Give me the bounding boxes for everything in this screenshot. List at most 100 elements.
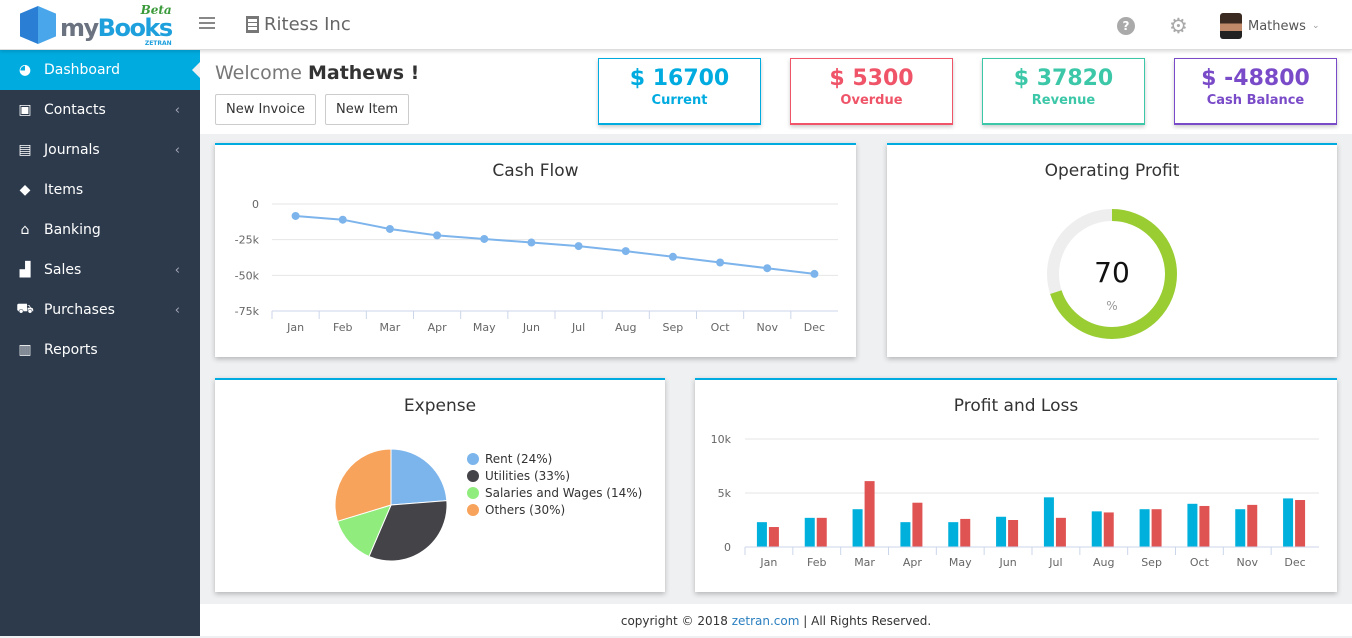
- bar-income: [804, 517, 815, 547]
- sidebar-item-sales[interactable]: ▟ Sales ‹: [0, 250, 200, 290]
- kpi-label: Overdue: [840, 93, 903, 108]
- kpi-card-revenue[interactable]: $ 37820 Revenue: [982, 58, 1145, 125]
- new-invoice-button[interactable]: New Invoice: [215, 94, 316, 125]
- bar-income: [1235, 509, 1246, 547]
- bar-income: [1283, 498, 1294, 547]
- data-point: [621, 247, 630, 256]
- contacts-icon: ▣: [18, 102, 32, 118]
- profit-loss-card: Profit and Loss 0 5k 10k Jan Feb Mar Apr May Jun…: [695, 378, 1337, 592]
- operating-profit-card: Operating Profit 70%: [887, 143, 1337, 357]
- welcome-name: Mathews !: [307, 62, 420, 84]
- x-tick-label: Jun: [522, 321, 540, 334]
- sidebar-item-reports[interactable]: ▥ Reports: [0, 330, 200, 370]
- footer-copyright: copyright © 2018: [620, 614, 728, 628]
- chevron-left-icon: ‹: [174, 262, 180, 278]
- sidebar-item-banking[interactable]: ⌂ Banking: [0, 210, 200, 250]
- legend-item[interactable]: Rent (24%): [467, 450, 642, 467]
- sidebar-item-items[interactable]: ◆ Items: [0, 170, 200, 210]
- bar-expense: [1103, 512, 1114, 547]
- x-tick-label: Feb: [333, 321, 352, 334]
- kpi-value: $ 37820: [1013, 66, 1114, 91]
- data-point: [338, 215, 347, 224]
- x-tick-label: Jul: [1048, 556, 1062, 569]
- sidebar-item-purchases[interactable]: ⛟ Purchases ‹: [0, 290, 200, 330]
- x-tick-label: Dec: [1284, 556, 1305, 569]
- tags-icon: ◆: [19, 182, 31, 198]
- menu-toggle-icon[interactable]: [199, 17, 215, 29]
- pie-slice: [368, 500, 448, 562]
- x-tick-label: Oct: [711, 321, 731, 334]
- legend-item[interactable]: Utilities (33%): [467, 467, 642, 484]
- bar-income: [1091, 511, 1102, 547]
- avatar: [1220, 13, 1242, 39]
- logo[interactable]: Beta myBooks ZETRAN: [20, 2, 174, 48]
- data-point: [574, 242, 583, 251]
- bar-income: [996, 516, 1007, 547]
- user-name: Mathews: [1248, 18, 1306, 34]
- kpi-value: $ 5300: [829, 66, 914, 91]
- kpi-card-cash-balance[interactable]: $ -48800 Cash Balance: [1174, 58, 1337, 125]
- x-tick-label: Aug: [615, 321, 636, 334]
- sidebar-item-label: Items: [44, 182, 84, 198]
- bank-icon: ⌂: [20, 222, 30, 238]
- legend-label: Others (30%): [485, 502, 566, 517]
- footer-link[interactable]: zetran.com: [731, 614, 800, 628]
- x-tick-label: Mar: [380, 321, 401, 334]
- legend-marker: [467, 486, 479, 499]
- legend-item[interactable]: Others (30%): [467, 501, 642, 518]
- chevron-left-icon: ‹: [174, 302, 180, 318]
- gauge-value: 70: [1094, 256, 1130, 289]
- sidebar-item-label: Purchases: [44, 302, 115, 318]
- x-tick-label: Sep: [663, 321, 684, 334]
- user-menu[interactable]: Mathews ⌄: [1220, 13, 1319, 39]
- chevron-down-icon: ⌄: [1311, 21, 1320, 31]
- y-tick-label: -75k: [235, 305, 260, 318]
- sidebar-item-journals[interactable]: ▤ Journals ‹: [0, 130, 200, 170]
- help-icon[interactable]: ?: [1117, 17, 1135, 35]
- sidebar-item-label: Contacts: [44, 102, 106, 118]
- x-tick-label: May: [949, 556, 972, 569]
- x-tick-label: Nov: [757, 321, 779, 334]
- sidebar-item-contacts[interactable]: ▣ Contacts ‹: [0, 90, 200, 130]
- gear-icon[interactable]: ⚙: [1169, 14, 1188, 38]
- data-point: [291, 211, 300, 220]
- x-tick-label: Aug: [1093, 556, 1114, 569]
- x-tick-label: Feb: [807, 556, 826, 569]
- sidebar-item-label: Sales: [44, 262, 82, 278]
- kpi-card-current[interactable]: $ 16700 Current: [598, 58, 761, 125]
- kpi-label: Current: [651, 93, 708, 108]
- legend-item[interactable]: Salaries and Wages (14%): [467, 484, 642, 501]
- y-tick-label: 0: [252, 198, 259, 211]
- bar-expense: [1295, 500, 1306, 547]
- kpi-value: $ 16700: [629, 66, 730, 91]
- cash-flow-title: Cash Flow: [492, 161, 579, 181]
- kpi-card-overdue[interactable]: $ 5300 Overdue: [790, 58, 953, 125]
- company-name[interactable]: Ritess Inc: [246, 14, 351, 35]
- bar-income: [1187, 503, 1198, 547]
- data-point: [716, 258, 725, 267]
- chevron-left-icon: ‹: [174, 102, 180, 118]
- sidebar: ◕ Dashboard ▣ Contacts ‹ ▤ Journals ‹ ◆ Items ⌂ Ban…: [0, 50, 200, 636]
- x-tick-label: Sep: [1141, 556, 1162, 569]
- new-item-button[interactable]: New Item: [325, 94, 410, 125]
- bar-income: [900, 522, 911, 547]
- cart-icon: ⛟: [16, 301, 34, 317]
- bar-expense: [1247, 504, 1258, 547]
- bar-income: [1043, 497, 1054, 547]
- building-icon: [246, 16, 259, 33]
- x-tick-label: Nov: [1237, 556, 1259, 569]
- legend-marker: [467, 452, 479, 465]
- sidebar-item-label: Journals: [44, 142, 100, 158]
- legend-label: Rent (24%): [485, 451, 553, 466]
- sidebar-item-label: Dashboard: [44, 62, 120, 78]
- expense-legend: Rent (24%) Utilities (33%) Salaries and Wa…: [467, 450, 642, 518]
- y-tick-label: 5k: [718, 487, 732, 500]
- bar-income: [1139, 509, 1150, 547]
- y-tick-label: -50k: [235, 269, 260, 282]
- sidebar-item-dashboard[interactable]: ◕ Dashboard: [0, 50, 200, 90]
- data-point: [527, 238, 536, 247]
- x-tick-label: Jan: [759, 556, 777, 569]
- bar-expense: [864, 481, 875, 547]
- bar-expense: [1008, 520, 1019, 547]
- brand-suffix: Books: [97, 13, 174, 42]
